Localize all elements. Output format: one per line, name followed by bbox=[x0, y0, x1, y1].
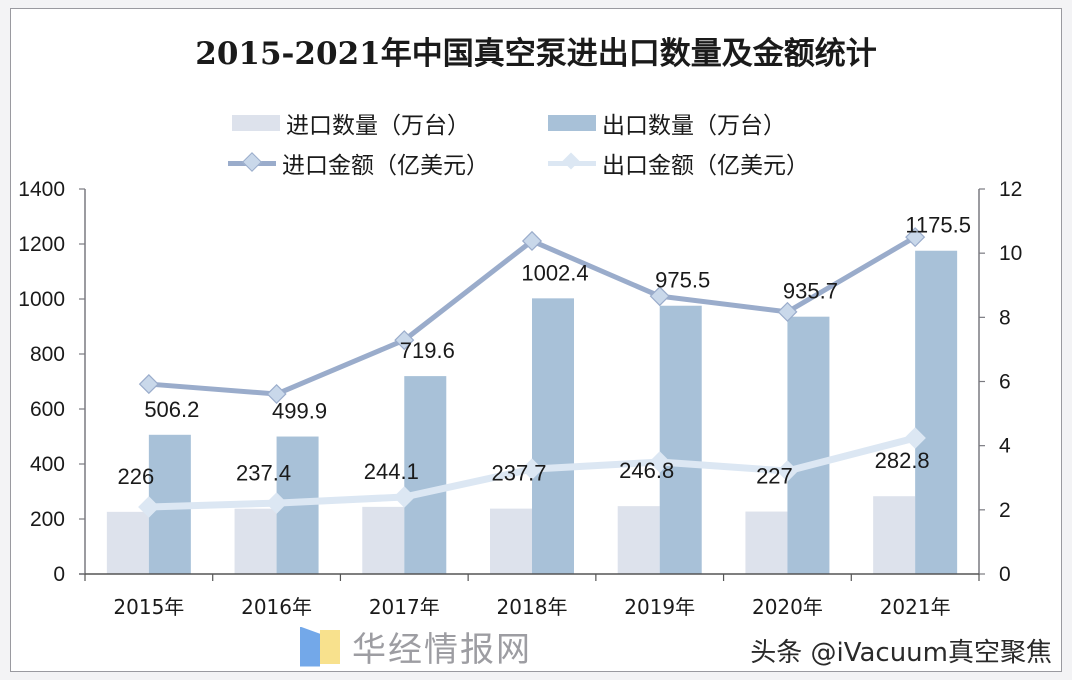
y-right-tick-label: 4 bbox=[999, 435, 1011, 458]
y-left-tick-label: 1400 bbox=[18, 178, 65, 201]
bar-import-qty bbox=[490, 508, 532, 574]
legend-item-export-qty: 出口数量（万台） bbox=[548, 106, 786, 140]
bar-import-qty bbox=[873, 496, 916, 574]
import-value-marker bbox=[649, 286, 670, 307]
legend-item-import-value: 进口金额（亿美元） bbox=[228, 146, 489, 180]
export-value-marker bbox=[265, 492, 288, 514]
import-value-marker bbox=[266, 383, 287, 405]
legend-swatch-import-qty bbox=[232, 115, 280, 131]
y-left-tick-label: 200 bbox=[30, 508, 65, 531]
x-tick-label: 2017年 bbox=[369, 595, 440, 619]
data-label-export-qty: 975.5 bbox=[655, 268, 710, 293]
legend-swatch-export-value bbox=[548, 152, 596, 173]
export-value-marker bbox=[521, 458, 543, 480]
y-left-tick-label: 400 bbox=[30, 453, 65, 476]
legend-item-export-value: 出口金额（亿美元） bbox=[548, 146, 809, 180]
y-right-tick-label: 12 bbox=[999, 178, 1022, 201]
data-label-export-qty: 1002.4 bbox=[521, 260, 588, 285]
y-left-tick-label: 1000 bbox=[18, 288, 65, 311]
x-tick-label: 2015年 bbox=[113, 595, 184, 619]
legend-label-export-value: 出口金额（亿美元） bbox=[602, 153, 809, 179]
bar-import-qty bbox=[745, 511, 788, 574]
y-right-tick-label: 8 bbox=[999, 306, 1011, 329]
data-label-export-qty: 506.2 bbox=[144, 397, 199, 422]
legend-label-export-qty: 出口数量（万台） bbox=[602, 113, 786, 139]
export-value-marker bbox=[138, 496, 160, 518]
data-label-export-qty: 719.6 bbox=[400, 338, 455, 363]
legend-label-import-qty: 进口数量（万台） bbox=[286, 113, 470, 139]
data-label-import-qty: 227 bbox=[756, 464, 793, 489]
bar-export-qty bbox=[787, 316, 830, 574]
data-label-import-qty: 246.8 bbox=[619, 458, 674, 483]
bar-export-qty bbox=[404, 376, 447, 574]
data-label-export-qty: 499.9 bbox=[272, 399, 327, 424]
import-value-marker bbox=[521, 230, 543, 252]
legend-swatch-import-value bbox=[228, 152, 276, 173]
data-label-import-qty: 226 bbox=[117, 464, 154, 489]
data-label-import-qty: 282.8 bbox=[875, 448, 930, 473]
x-tick-label: 2021年 bbox=[880, 595, 951, 619]
y-left-tick-label: 800 bbox=[30, 343, 65, 366]
bar-export-qty bbox=[915, 250, 958, 575]
y-right-tick-label: 6 bbox=[999, 371, 1011, 394]
y-right-tick-label: 0 bbox=[999, 563, 1011, 586]
export-value-marker bbox=[393, 486, 416, 508]
x-tick-label: 2020年 bbox=[752, 595, 823, 619]
import-value-marker bbox=[777, 301, 798, 322]
legend-swatch-export-qty bbox=[548, 115, 596, 131]
data-label-import-qty: 237.7 bbox=[491, 461, 546, 486]
y-left-tick-label: 600 bbox=[30, 398, 65, 421]
bar-import-qty bbox=[362, 506, 405, 574]
x-tick-label: 2018年 bbox=[497, 595, 568, 619]
watermark-logo-icon bbox=[300, 626, 340, 667]
export-value-marker bbox=[904, 427, 926, 449]
export-value-marker bbox=[776, 460, 799, 482]
credit-text: 头条 @iVacuum真空聚焦 bbox=[750, 638, 1052, 668]
data-label-import-qty: 237.4 bbox=[236, 461, 291, 486]
y-left-tick-label: 1200 bbox=[18, 233, 65, 256]
y-left-tick-label: 0 bbox=[53, 563, 65, 586]
watermark-text: 华经情报网 bbox=[352, 630, 532, 670]
bar-import-qty bbox=[617, 506, 660, 574]
x-tick-label: 2019年 bbox=[624, 595, 695, 619]
watermark: 华经情报网 bbox=[300, 622, 532, 671]
data-label-import-qty: 244.1 bbox=[364, 459, 419, 484]
bar-export-qty bbox=[659, 305, 702, 574]
data-label-export-qty: 935.7 bbox=[783, 279, 838, 304]
chart-title: 2015-2021年中国真空泵进出口数量及金额统计 bbox=[195, 36, 877, 72]
y-right-tick-label: 2 bbox=[999, 499, 1011, 522]
x-tick-label: 2016年 bbox=[241, 595, 312, 619]
import-value-marker bbox=[138, 374, 159, 395]
bar-import-qty bbox=[106, 511, 149, 574]
import-value-marker bbox=[394, 330, 415, 351]
bar-import-qty bbox=[234, 508, 277, 574]
import-value-marker bbox=[905, 227, 926, 248]
data-label-export-qty: 1175.5 bbox=[905, 213, 971, 238]
export-value-marker bbox=[648, 451, 671, 473]
bar-export-qty bbox=[532, 298, 574, 574]
y-right-tick-label: 10 bbox=[999, 242, 1022, 265]
legend-item-import-qty: 进口数量（万台） bbox=[232, 106, 470, 140]
legend-label-import-value: 进口金额（亿美元） bbox=[282, 153, 489, 179]
